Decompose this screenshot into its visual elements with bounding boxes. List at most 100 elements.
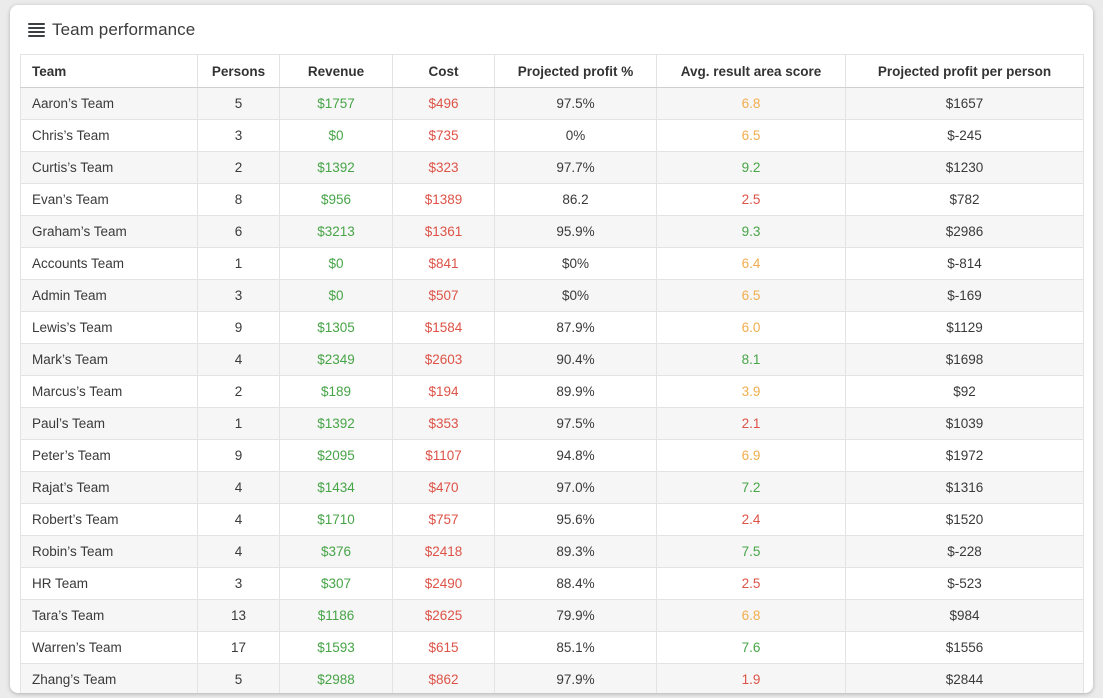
table-list-icon bbox=[28, 22, 45, 38]
table-row[interactable]: Warren’s Team 17 $1593 $615 85.1% 7.6 $1556 bbox=[20, 631, 1084, 664]
column-header-revenue[interactable]: Revenue bbox=[279, 54, 393, 88]
column-header-team[interactable]: Team bbox=[20, 54, 198, 88]
cell-score: 6.0 bbox=[656, 311, 846, 344]
page-title: Team performance bbox=[52, 20, 196, 39]
cell-profit_per_person: $1698 bbox=[845, 343, 1084, 376]
cell-revenue: $2988 bbox=[279, 663, 393, 693]
cell-cost: $507 bbox=[392, 279, 495, 312]
cell-cost: $757 bbox=[392, 503, 495, 536]
cell-score: 6.4 bbox=[656, 247, 846, 280]
table-row[interactable]: Mark’s Team 4 $2349 $2603 90.4% 8.1 $1698 bbox=[20, 343, 1084, 376]
cell-score: 6.8 bbox=[656, 599, 846, 632]
cell-score: 9.2 bbox=[656, 151, 846, 184]
cell-score: 6.9 bbox=[656, 439, 846, 472]
cell-cost: $2490 bbox=[392, 567, 495, 600]
cell-persons: 1 bbox=[197, 247, 280, 280]
table-row[interactable]: Robin’s Team 4 $376 $2418 89.3% 7.5 $-228 bbox=[20, 535, 1084, 568]
cell-revenue: $1392 bbox=[279, 151, 393, 184]
cell-profit_pct: $0% bbox=[494, 247, 657, 280]
table-row[interactable]: Peter’s Team 9 $2095 $1107 94.8% 6.9 $1972 bbox=[20, 439, 1084, 472]
cell-revenue: $1710 bbox=[279, 503, 393, 536]
cell-persons: 2 bbox=[197, 151, 280, 184]
cell-profit_pct: 88.4% bbox=[494, 567, 657, 600]
table-row[interactable]: Chris’s Team 3 $0 $735 0% 6.5 $-245 bbox=[20, 119, 1084, 152]
cell-persons: 4 bbox=[197, 343, 280, 376]
cell-team: Mark’s Team bbox=[20, 343, 198, 376]
table-row[interactable]: Marcus’s Team 2 $189 $194 89.9% 3.9 $92 bbox=[20, 375, 1084, 408]
column-header-score[interactable]: Avg. result area score bbox=[656, 54, 846, 88]
table-row[interactable]: HR Team 3 $307 $2490 88.4% 2.5 $-523 bbox=[20, 567, 1084, 600]
table-row[interactable]: Aaron’s Team 5 $1757 $496 97.5% 6.8 $1657 bbox=[20, 87, 1084, 120]
table-row[interactable]: Rajat’s Team 4 $1434 $470 97.0% 7.2 $1316 bbox=[20, 471, 1084, 504]
cell-profit_pct: 0% bbox=[494, 119, 657, 152]
cell-persons: 3 bbox=[197, 567, 280, 600]
cell-profit_pct: 97.5% bbox=[494, 87, 657, 120]
cell-cost: $496 bbox=[392, 87, 495, 120]
cell-team: Robert’s Team bbox=[20, 503, 198, 536]
cell-team: Aaron’s Team bbox=[20, 87, 198, 120]
cell-persons: 6 bbox=[197, 215, 280, 248]
table-row[interactable]: Paul’s Team 1 $1392 $353 97.5% 2.1 $1039 bbox=[20, 407, 1084, 440]
cell-revenue: $0 bbox=[279, 119, 393, 152]
cell-persons: 9 bbox=[197, 439, 280, 472]
cell-profit_per_person: $1556 bbox=[845, 631, 1084, 664]
table-row[interactable]: Robert’s Team 4 $1710 $757 95.6% 2.4 $1520 bbox=[20, 503, 1084, 536]
cell-team: Marcus’s Team bbox=[20, 375, 198, 408]
cell-profit_per_person: $1039 bbox=[845, 407, 1084, 440]
column-header-profit_per_person[interactable]: Projected profit per person bbox=[845, 54, 1084, 88]
column-header-cost[interactable]: Cost bbox=[392, 54, 495, 88]
cell-cost: $353 bbox=[392, 407, 495, 440]
cell-score: 7.5 bbox=[656, 535, 846, 568]
cell-profit_pct: 87.9% bbox=[494, 311, 657, 344]
cell-profit_pct: 90.4% bbox=[494, 343, 657, 376]
cell-score: 6.8 bbox=[656, 87, 846, 120]
cell-persons: 1 bbox=[197, 407, 280, 440]
cell-revenue: $0 bbox=[279, 247, 393, 280]
team-performance-table: Team Persons Revenue Cost Projected profit %… bbox=[20, 54, 1084, 693]
table-row[interactable]: Curtis’s Team 2 $1392 $323 97.7% 9.2 $1230 bbox=[20, 151, 1084, 184]
table-row[interactable]: Accounts Team 1 $0 $841 $0% 6.4 $-814 bbox=[20, 247, 1084, 280]
cell-profit_per_person: $-228 bbox=[845, 535, 1084, 568]
cell-score: 6.5 bbox=[656, 279, 846, 312]
cell-score: 7.6 bbox=[656, 631, 846, 664]
cell-persons: 4 bbox=[197, 503, 280, 536]
cell-profit_per_person: $782 bbox=[845, 183, 1084, 216]
cell-profit_pct: 86.2 bbox=[494, 183, 657, 216]
table-row[interactable]: Evan’s Team 8 $956 $1389 86.2 2.5 $782 bbox=[20, 183, 1084, 216]
card-header: Team performance bbox=[20, 5, 1083, 54]
cell-profit_per_person: $1520 bbox=[845, 503, 1084, 536]
table-row[interactable]: Admin Team 3 $0 $507 $0% 6.5 $-169 bbox=[20, 279, 1084, 312]
cell-cost: $841 bbox=[392, 247, 495, 280]
cell-profit_per_person: $2986 bbox=[845, 215, 1084, 248]
cell-revenue: $956 bbox=[279, 183, 393, 216]
cell-revenue: $1434 bbox=[279, 471, 393, 504]
cell-cost: $862 bbox=[392, 663, 495, 693]
table-row[interactable]: Lewis’s Team 9 $1305 $1584 87.9% 6.0 $1129 bbox=[20, 311, 1084, 344]
column-header-profit_pct[interactable]: Projected profit % bbox=[494, 54, 657, 88]
cell-score: 7.2 bbox=[656, 471, 846, 504]
cell-revenue: $1392 bbox=[279, 407, 393, 440]
cell-cost: $1107 bbox=[392, 439, 495, 472]
cell-revenue: $1305 bbox=[279, 311, 393, 344]
cell-revenue: $1593 bbox=[279, 631, 393, 664]
table-header-row: Team Persons Revenue Cost Projected profit %… bbox=[20, 54, 1084, 88]
cell-profit_per_person: $-169 bbox=[845, 279, 1084, 312]
table-header: Team Persons Revenue Cost Projected profit %… bbox=[20, 54, 1084, 88]
cell-score: 2.5 bbox=[656, 567, 846, 600]
cell-profit_pct: $0% bbox=[494, 279, 657, 312]
table-row[interactable]: Zhang’s Team 5 $2988 $862 97.9% 1.9 $2844 bbox=[20, 663, 1084, 693]
cell-persons: 5 bbox=[197, 87, 280, 120]
cell-score: 2.1 bbox=[656, 407, 846, 440]
table-row[interactable]: Graham’s Team 6 $3213 $1361 95.9% 9.3 $2986 bbox=[20, 215, 1084, 248]
cell-profit_per_person: $92 bbox=[845, 375, 1084, 408]
cell-profit_pct: 97.7% bbox=[494, 151, 657, 184]
cell-score: 9.3 bbox=[656, 215, 846, 248]
table-row[interactable]: Tara’s Team 13 $1186 $2625 79.9% 6.8 $984 bbox=[20, 599, 1084, 632]
cell-persons: 5 bbox=[197, 663, 280, 693]
column-header-persons[interactable]: Persons bbox=[197, 54, 280, 88]
cell-cost: $2418 bbox=[392, 535, 495, 568]
cell-team: Zhang’s Team bbox=[20, 663, 198, 693]
cell-profit_per_person: $1657 bbox=[845, 87, 1084, 120]
cell-revenue: $376 bbox=[279, 535, 393, 568]
cell-persons: 9 bbox=[197, 311, 280, 344]
